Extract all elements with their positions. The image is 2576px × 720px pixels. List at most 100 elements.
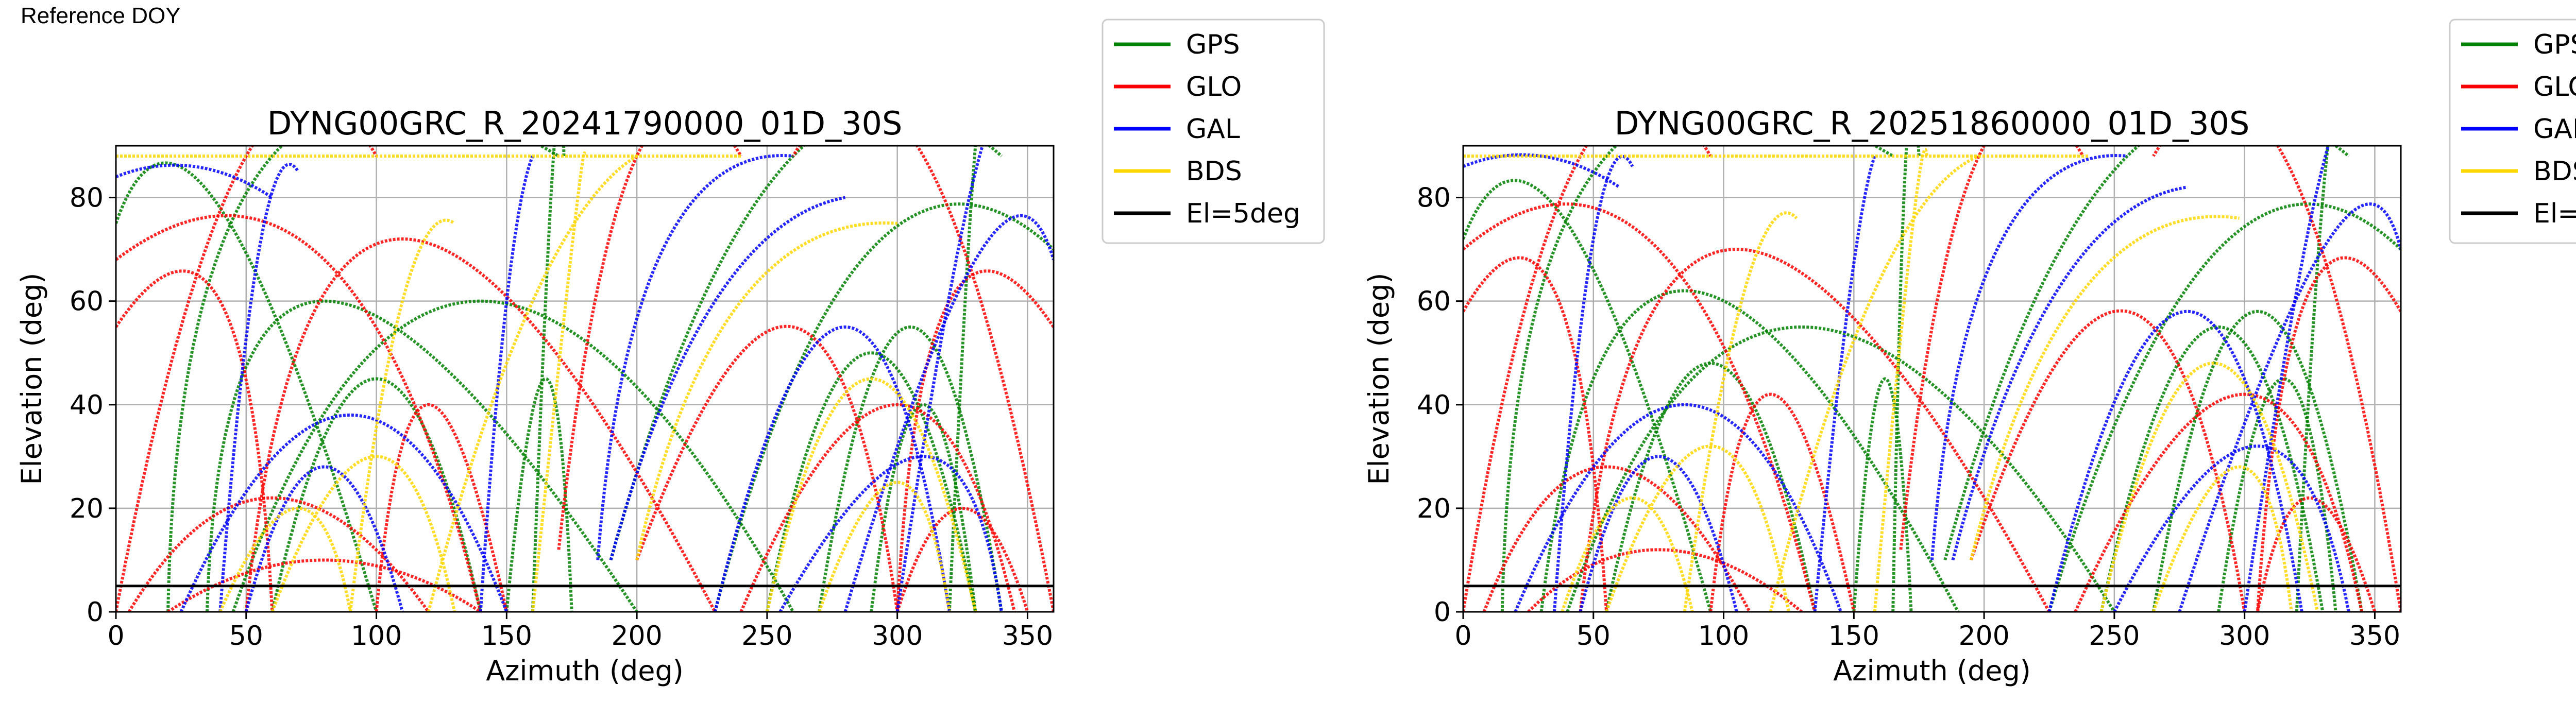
- series-arc-glo: [1969, 309, 2246, 612]
- series-arc-gps: [1566, 325, 2116, 612]
- y-tick-label: 20: [1417, 493, 1451, 524]
- legend-label: El=5deg: [2533, 198, 2576, 229]
- legend: GPS GLO GAL BDS El=5deg: [1101, 19, 1325, 244]
- x-tick-label: 350: [2349, 621, 2400, 652]
- x-tick-label: 200: [611, 621, 662, 652]
- series-arc-gps: [166, 146, 560, 612]
- series-arc-glo: [1527, 548, 1803, 612]
- series-arc-gal: [713, 325, 951, 612]
- legend-label: El=5deg: [1186, 198, 1300, 229]
- series-arc-gps: [2295, 146, 2349, 612]
- series-arc-gal: [244, 465, 404, 612]
- series-arc-gps: [2099, 325, 2325, 612]
- series-arc-bds: [427, 155, 638, 612]
- series-arc-gps: [2217, 377, 2337, 612]
- x-tick-label: 150: [481, 621, 532, 652]
- series-arc-gps: [270, 377, 482, 612]
- series-arc-glo: [635, 324, 899, 612]
- series-arc-gal: [1463, 153, 1620, 188]
- legend-label: GPS: [2533, 29, 2576, 60]
- plot-area: [1463, 146, 2401, 612]
- series-arc-gal: [596, 154, 793, 560]
- series-arc-gps: [1605, 362, 1817, 612]
- series-arc-glo: [2074, 392, 2364, 612]
- x-tick-label: 250: [2089, 621, 2140, 652]
- series-arc-bds: [349, 218, 456, 612]
- axes-frame: [115, 145, 1055, 613]
- series-arc-gps: [1539, 289, 1960, 612]
- x-tick-label: 300: [2219, 621, 2270, 652]
- chart-panel-2: 0 50 100 150 200 250 300 350 0 20 40 60 80 DYNG00GRC_…: [1363, 19, 2576, 687]
- series-arc-gal: [778, 455, 1003, 612]
- series-arc-glo: [1463, 202, 1817, 612]
- x-tick-label: 0: [1454, 621, 1471, 652]
- series-arc-bds: [218, 506, 352, 612]
- series-arc-bds: [1683, 211, 1798, 612]
- series-arc-bds: [1769, 155, 1980, 612]
- series-arc-bds: [270, 455, 456, 612]
- series-arc-glo: [2256, 496, 2377, 612]
- chart-title: DYNG00GRC_R_20241790000_01D_30S: [267, 105, 903, 142]
- series-arc-gal: [116, 163, 273, 199]
- series-arc-gal: [895, 146, 1015, 612]
- series-arc-gps: [116, 161, 378, 612]
- series-arc-glo: [2256, 256, 2401, 612]
- series-arc-gps: [818, 325, 1003, 612]
- legend-box: [1101, 19, 1325, 244]
- series-arc-gal: [2178, 202, 2401, 612]
- x-tick-label: 50: [1577, 621, 1611, 652]
- series-arc-gps: [713, 202, 1054, 612]
- series-arc-glo: [2152, 146, 2401, 612]
- series-arc-bds: [1605, 444, 1790, 612]
- series-arc-bds: [1969, 215, 2240, 561]
- x-tick-label: 100: [351, 621, 402, 652]
- series-arc-gps: [1463, 179, 1713, 612]
- series-arc-glo: [739, 403, 1016, 612]
- series-arc-gps: [1943, 146, 2350, 561]
- y-tick-label: 60: [1417, 286, 1451, 317]
- series-arc-gal: [479, 155, 534, 612]
- y-axis-label: Elevation (deg): [15, 273, 48, 485]
- series-arc-glo: [1482, 465, 1751, 612]
- series-arc-gal: [1951, 185, 2188, 561]
- y-tick-label: 80: [1417, 183, 1451, 214]
- series-arc-gal: [218, 163, 300, 612]
- series-arc-gps: [231, 299, 795, 612]
- series-arc-gal: [609, 196, 846, 561]
- series-arc-glo: [895, 506, 1029, 612]
- y-tick-label: 60: [70, 286, 104, 317]
- chart-title: DYNG00GRC_R_20251860000_01D_30S: [1615, 105, 2250, 142]
- series-arc-gal: [1514, 403, 1842, 612]
- y-tick-label: 40: [70, 390, 104, 421]
- series-arc-glo: [116, 214, 482, 612]
- series-arc-glo: [791, 146, 1054, 612]
- series-arc-bds: [635, 221, 897, 561]
- series-arc-bds: [2151, 465, 2293, 612]
- x-tick-label: 0: [107, 621, 124, 652]
- x-tick-label: 150: [1828, 621, 1879, 652]
- series-arc-gal: [2113, 444, 2350, 612]
- page-caption: Reference DOY: [21, 3, 181, 28]
- series-arc-glo: [1709, 392, 1856, 612]
- series-arc-gps: [205, 299, 638, 612]
- series-arc-glo: [1579, 248, 2051, 612]
- legend-box: [2449, 19, 2576, 244]
- series-arc-glo: [1463, 256, 1608, 612]
- y-tick-label: 0: [1434, 597, 1451, 628]
- axes-frame: [1462, 145, 2402, 613]
- x-tick-label: 300: [872, 621, 923, 652]
- series-arc-glo: [116, 269, 274, 612]
- series-arc-gps: [1500, 146, 1894, 612]
- series-arc-bds: [818, 481, 951, 612]
- x-tick-label: 350: [1002, 621, 1053, 652]
- series-arc-gps: [2047, 202, 2401, 612]
- series-arc-gps: [765, 351, 977, 612]
- y-tick-label: 0: [87, 597, 104, 628]
- y-tick-label: 20: [70, 493, 104, 524]
- legend-label: GPS: [1186, 29, 1240, 60]
- legend: GPS GLO GAL BDS El=5deg: [2449, 19, 2576, 244]
- series-arc-gal: [179, 414, 509, 612]
- legend-label: GAL: [1186, 114, 1240, 145]
- series-arc-glo: [1463, 146, 1712, 612]
- y-tick-label: 80: [70, 183, 104, 214]
